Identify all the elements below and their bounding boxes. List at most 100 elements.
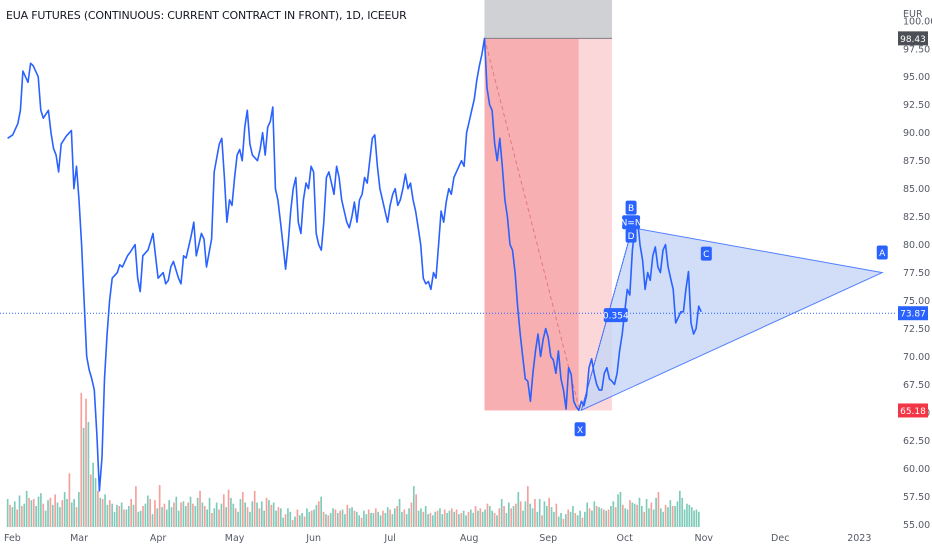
volume-bar xyxy=(534,499,536,527)
volume-bar xyxy=(339,510,342,527)
volume-bar xyxy=(510,508,513,527)
volume-bar xyxy=(296,509,299,527)
volume-bar xyxy=(118,506,121,527)
volume-bar xyxy=(431,515,434,527)
volume-bar xyxy=(87,422,90,527)
volume-bar xyxy=(82,427,85,527)
y-tick-label: 55.00 xyxy=(903,520,930,531)
volume-bar xyxy=(25,490,28,527)
volume-bar xyxy=(614,507,617,527)
volume-bar xyxy=(294,516,296,527)
volume-bar xyxy=(493,513,496,527)
volume-bar xyxy=(567,509,570,527)
volume-bar xyxy=(351,507,353,527)
label-nn-bg[interactable] xyxy=(622,215,641,230)
volume-bar xyxy=(448,510,451,527)
volume-bar xyxy=(225,507,228,527)
label-a-bg[interactable] xyxy=(876,245,888,260)
volume-bar xyxy=(688,504,691,527)
y-tick-label: 70.00 xyxy=(903,352,930,363)
target-zone[interactable] xyxy=(484,0,612,39)
volume-bar xyxy=(275,510,277,527)
chart-title: EUA FUTURES (CONTINUOUS: CURRENT CONTRAC… xyxy=(6,9,407,22)
volume-bar xyxy=(246,507,249,527)
volume-bar xyxy=(374,508,377,527)
volume-bar xyxy=(230,497,232,527)
volume-bar xyxy=(251,501,254,527)
volume-bar xyxy=(151,514,154,527)
volume-bar xyxy=(491,510,494,527)
volume-bar xyxy=(579,510,581,527)
ratio-label-bg[interactable] xyxy=(603,308,628,323)
volume-bar xyxy=(227,489,230,527)
y-tick-label: 72.50 xyxy=(903,324,930,335)
volume-bar xyxy=(344,514,346,527)
volume-bar xyxy=(40,493,42,527)
volume-bar xyxy=(308,511,311,527)
volume-bar xyxy=(505,513,508,527)
volume-bar xyxy=(101,499,104,527)
volume-bar xyxy=(386,507,389,527)
volume-bar xyxy=(643,511,646,527)
label-a[interactable]: A xyxy=(879,249,886,259)
volume-bar xyxy=(353,510,356,527)
label-c[interactable]: C xyxy=(703,250,709,260)
volume-bar xyxy=(346,504,349,527)
volume-bar xyxy=(529,503,532,527)
volume-bar xyxy=(607,509,610,527)
volume-bar xyxy=(531,508,534,527)
volume-bar xyxy=(206,509,208,527)
price-axis[interactable]: 55.0057.5060.0062.5065.0067.5070.0072.50… xyxy=(903,16,932,531)
label-d-bg[interactable] xyxy=(625,228,637,243)
volume-bar xyxy=(541,515,543,527)
label-c-bg[interactable] xyxy=(700,246,712,261)
volume-bar xyxy=(671,506,674,527)
volume-bar xyxy=(289,511,292,527)
label-b-bg[interactable] xyxy=(625,200,637,215)
volume-bar xyxy=(144,503,147,527)
price-tag-bottom-bg xyxy=(898,403,928,418)
label-b[interactable]: B xyxy=(628,204,634,214)
volume-bar xyxy=(591,510,593,527)
volume-bar xyxy=(638,497,641,527)
y-tick-label: 67.50 xyxy=(903,380,930,391)
x-tick-label: Aug xyxy=(460,533,479,544)
volume-bar xyxy=(215,502,218,527)
y-tick-label: 75.00 xyxy=(903,296,930,307)
x-tick-label: Mar xyxy=(70,533,88,544)
ratio-label[interactable]: 0.354 xyxy=(603,312,629,322)
risk-reward-zones[interactable] xyxy=(484,0,612,411)
volume-bar xyxy=(279,508,282,527)
volume-bar xyxy=(486,503,489,527)
volume-bar xyxy=(384,513,387,527)
volume-bar xyxy=(460,513,463,527)
label-d[interactable]: D xyxy=(628,232,635,242)
volume-bar xyxy=(104,494,106,527)
volume-bar xyxy=(450,508,453,527)
currency-label: EUR xyxy=(903,9,923,20)
volume-bar xyxy=(56,502,59,527)
volume-bar xyxy=(80,392,83,527)
time-axis[interactable]: Feb Mar Apr May Jun Jul Aug Sep Oct Nov Dec 2023 xyxy=(4,533,871,544)
volume-bar xyxy=(241,492,244,527)
volume-bar xyxy=(453,511,456,527)
price-series xyxy=(7,37,702,492)
label-x-bg[interactable] xyxy=(574,422,586,437)
volume-bar xyxy=(222,494,225,527)
label-nn[interactable]: N=N xyxy=(621,219,642,229)
volume-bar xyxy=(477,510,479,527)
volume-bar xyxy=(63,492,66,527)
volume-bar xyxy=(598,507,600,527)
pattern-labels[interactable]: X A B D N=N C 0.354 xyxy=(574,200,888,437)
volume-bar xyxy=(398,499,401,527)
label-x[interactable]: X xyxy=(577,426,583,436)
volume-bar xyxy=(467,511,470,527)
price-tag-top: 98.43 xyxy=(900,35,926,45)
y-tick-label: 97.50 xyxy=(903,44,930,55)
volume-bar xyxy=(631,502,634,527)
volume-bar xyxy=(690,507,693,527)
volume-bar xyxy=(180,502,182,527)
volume-bar xyxy=(417,510,420,527)
volume-bar xyxy=(263,510,266,527)
